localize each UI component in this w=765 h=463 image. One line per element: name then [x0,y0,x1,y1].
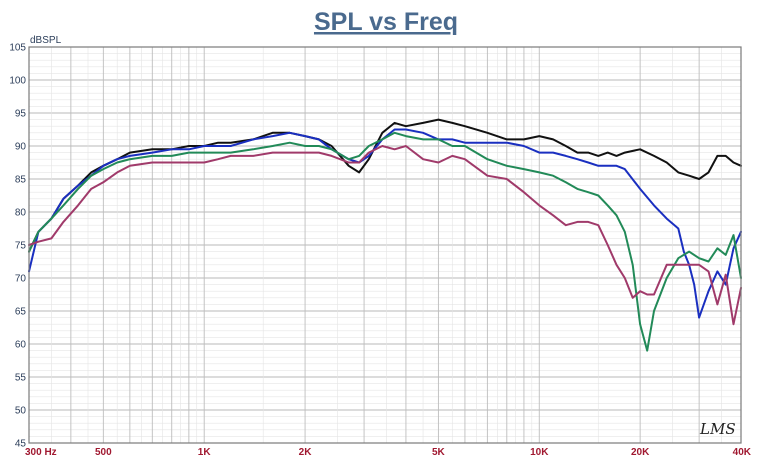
grid-lines [28,46,742,444]
x-tick-label: 300 Hz [25,447,57,458]
y-tick-label: 50 [15,406,27,417]
x-tick-labels: 300 Hz 500 1K 2K 5K 10K 20K 40K [25,447,752,458]
y-axis-label: dBSPL [30,35,62,46]
series-lines [28,118,742,352]
series-line-2 [28,128,742,319]
chart-title: SPL vs Freq [314,8,458,36]
series-line-3 [28,131,742,352]
y-tick-label: 100 [9,76,26,87]
y-tick-labels: 45 50 55 60 65 70 75 80 85 90 95 100 105 [9,43,26,450]
y-tick-label: 45 [15,439,27,450]
series-line-1 [28,118,742,253]
x-tick-label: 10K [530,447,549,458]
x-tick-label: 5K [432,447,446,458]
y-tick-label: 95 [15,109,27,120]
y-tick-label: 90 [15,142,27,153]
y-tick-label: 80 [15,208,27,219]
y-tick-label: 70 [15,274,27,285]
y-tick-label: 65 [15,307,27,318]
y-tick-label: 60 [15,340,27,351]
x-tick-label: 2K [299,447,313,458]
plot-border [28,46,742,444]
x-tick-label: 40K [733,447,752,458]
x-tick-label: 1K [198,447,212,458]
series-line-4 [28,145,742,326]
y-tick-label: 105 [9,43,26,54]
lms-watermark: LMS [699,420,736,438]
y-tick-label: 75 [15,241,27,252]
y-tick-label: 85 [15,175,27,186]
x-tick-label: 500 [95,447,112,458]
y-tick-label: 55 [15,373,27,384]
x-tick-label: 20K [631,447,650,458]
